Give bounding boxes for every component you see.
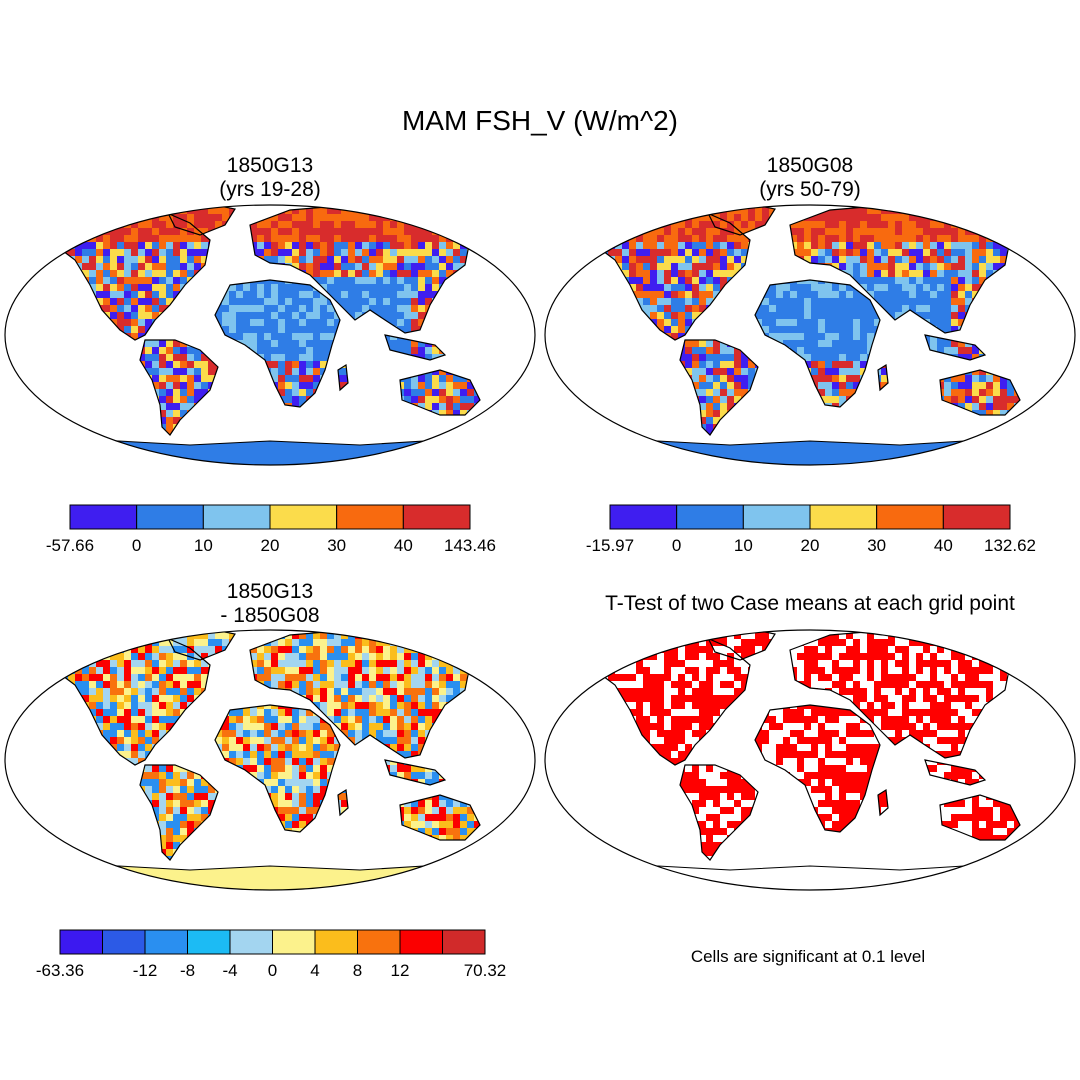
- colorbar-tick-label: 12: [391, 961, 410, 980]
- colorbar-swatch: [202, 504, 271, 530]
- map-panel-3: [4, 629, 536, 891]
- colorbar-tick-label: -15.97: [586, 536, 634, 555]
- colorbar-tick-label: 8: [353, 961, 362, 980]
- panel-2-title-line1: 1850G08: [767, 154, 853, 177]
- coastline-samerica: [679, 339, 759, 436]
- colorbar-swatch: [742, 504, 811, 530]
- colorbar-swatch: [272, 929, 316, 955]
- colorbar-tick-label: 10: [194, 536, 213, 555]
- colorbar-tick-label: 0: [672, 536, 681, 555]
- colorbar-swatch: [136, 504, 204, 530]
- coastline-australia: [939, 369, 1021, 416]
- coastline-madagascar: [877, 363, 889, 392]
- coastline-samerica: [679, 764, 759, 861]
- colorbar-swatch: [676, 504, 744, 530]
- antarctica-region: [9, 439, 531, 465]
- colorbar-swatch: [269, 504, 338, 530]
- colorbar-swatch: [942, 504, 1011, 530]
- coastline-madagascar: [877, 788, 889, 817]
- colorbar-tick-label: 40: [394, 536, 413, 555]
- colorbar-tick-label: 10: [734, 536, 753, 555]
- coastline-greenland: [704, 205, 776, 236]
- colorbar-swatch: [402, 504, 471, 530]
- coastline-australia: [399, 794, 481, 841]
- coastline-africa: [214, 279, 341, 408]
- coastline-seasia: [384, 759, 447, 786]
- map-panel-4: [544, 629, 1076, 891]
- colorbar-swatch: [442, 929, 486, 955]
- colorbar-tick-label: 143.46: [444, 536, 496, 555]
- coastline-seasia: [924, 759, 987, 786]
- panel-2-map-border: [544, 204, 1076, 466]
- figure-title: MAM FSH_V (W/m^2): [402, 105, 678, 136]
- colorbar-swatch: [357, 929, 401, 955]
- panel-1-map-border: [4, 204, 536, 466]
- coastline-samerica: [139, 339, 219, 436]
- colorbar-swatch: [102, 929, 146, 955]
- coastline-madagascar: [337, 363, 349, 392]
- coastline-africa: [754, 704, 881, 833]
- colorbar-panel-2: -15.97 0 10 20 30 40 132.62: [586, 504, 1036, 555]
- panel-3-title-line1: 1850G13: [227, 580, 313, 603]
- panel-3-title-line2: - 1850G08: [220, 604, 319, 627]
- antarctica-region: [9, 864, 531, 890]
- colorbar-tick-label: 40: [934, 536, 953, 555]
- colorbar-tick-label: 132.62: [984, 536, 1036, 555]
- colorbar-swatch: [399, 929, 443, 955]
- colorbar-swatch: [187, 929, 231, 955]
- colorbar-swatch: [336, 504, 404, 530]
- panel-4-map-border: [544, 629, 1076, 891]
- coastline-seasia: [924, 334, 987, 361]
- panel-1-title-line2: (yrs 19-28): [219, 178, 321, 201]
- colorbar-tick-label: 20: [261, 536, 280, 555]
- colorbar-swatch: [314, 929, 358, 955]
- coastline-africa: [214, 704, 341, 833]
- map-panel-1: [4, 204, 536, 466]
- coastline-greenland: [704, 630, 776, 661]
- panel-2-title-line2: (yrs 50-79): [759, 178, 861, 201]
- colorbar-panel-3: -63.36 -12 -8 -4 0 4 8 12 70.32: [36, 929, 507, 980]
- panel-1-title-line1: 1850G13: [227, 154, 313, 177]
- significance-note: Cells are significant at 0.1 level: [691, 947, 925, 966]
- colorbar-tick-label: 20: [801, 536, 820, 555]
- coastline-australia: [399, 369, 481, 416]
- colorbar-tick-label: 4: [310, 961, 319, 980]
- coastline-madagascar: [337, 788, 349, 817]
- colorbar-swatch: [809, 504, 878, 530]
- map-panel-2: [544, 204, 1076, 466]
- colorbar-panel-1: -57.66 0 10 20 30 40 143.46: [46, 504, 496, 555]
- colorbar-tick-label: 70.32: [464, 961, 507, 980]
- colorbar-tick-label: -8: [180, 961, 195, 980]
- colorbar-tick-label: 30: [327, 536, 346, 555]
- colorbar-swatch: [69, 504, 138, 530]
- coastline-africa: [754, 279, 881, 408]
- colorbar-swatch: [609, 504, 678, 530]
- panel-4-title: T-Test of two Case means at each grid po…: [605, 592, 1015, 615]
- colorbar-tick-label: -12: [133, 961, 158, 980]
- colorbar-tick-label: -63.36: [36, 961, 84, 980]
- coastline-samerica: [139, 764, 219, 861]
- antarctica-region: [549, 439, 1071, 465]
- colorbar-tick-label: -57.66: [46, 536, 94, 555]
- coastline-greenland: [164, 630, 236, 661]
- colorbar-swatch: [144, 929, 188, 955]
- panel-3-map-border: [4, 629, 536, 891]
- colorbar-tick-label: -4: [222, 961, 237, 980]
- coastline-australia: [939, 794, 1021, 841]
- colorbar-tick-label: 30: [867, 536, 886, 555]
- colorbar-tick-label: 0: [132, 536, 141, 555]
- colorbar-swatch: [876, 504, 944, 530]
- coastline-greenland: [164, 205, 236, 236]
- colorbar-tick-label: 0: [268, 961, 277, 980]
- colorbar-swatch: [59, 929, 103, 955]
- antarctica-region: [549, 864, 1071, 890]
- coastline-seasia: [384, 334, 447, 361]
- colorbar-swatch: [229, 929, 273, 955]
